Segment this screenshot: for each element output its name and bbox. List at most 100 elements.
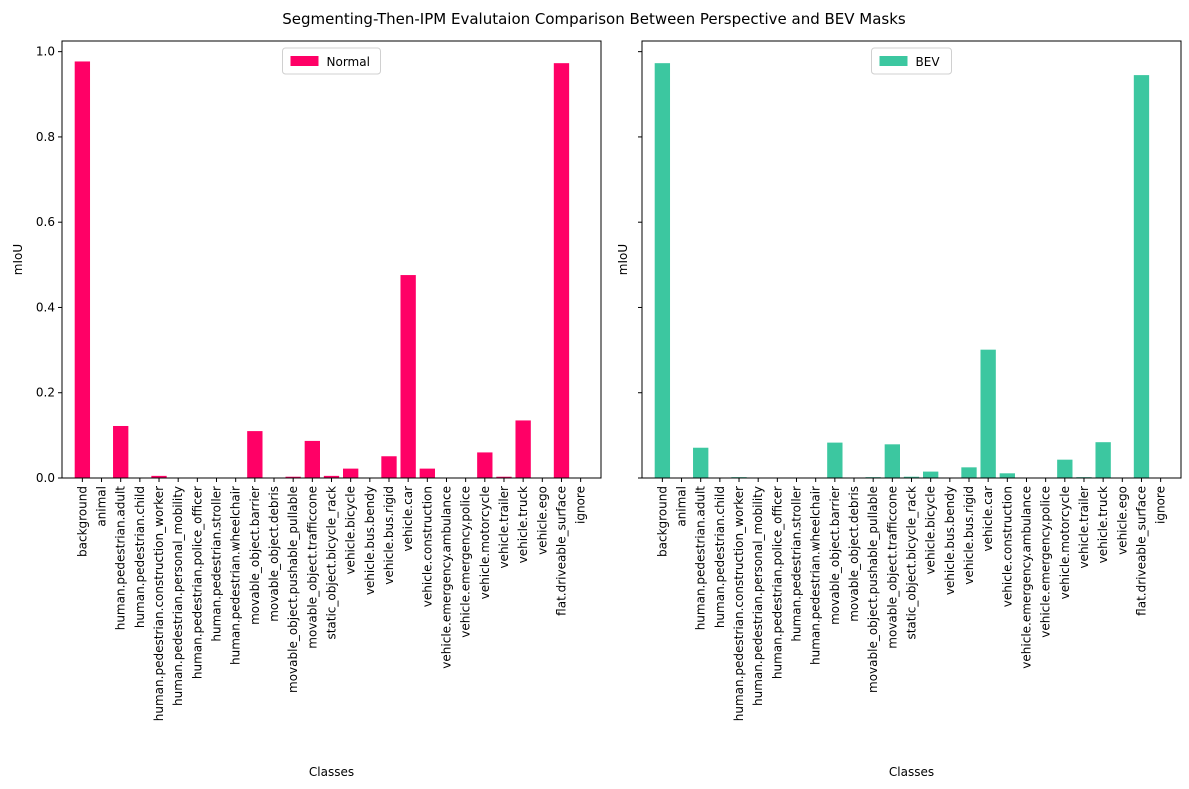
x-tick-label: animal xyxy=(95,486,109,527)
bar-human-pedestrian-adult xyxy=(693,447,709,478)
bar-vehicle-truck xyxy=(1095,442,1111,478)
bar-vehicle-motorcycle xyxy=(1057,459,1073,478)
x-axis-label: Classes xyxy=(889,765,934,779)
x-tick-label: animal xyxy=(675,486,689,527)
bar-vehicle-construction xyxy=(999,473,1015,478)
x-tick-label: vehicle.bicycle xyxy=(924,486,938,575)
x-tick-label: ignore xyxy=(1154,486,1168,524)
x-tick-label: vehicle.trailer xyxy=(497,486,511,569)
x-tick-label: movable_object.trafficcone xyxy=(305,486,319,649)
y-tick-label: 0.2 xyxy=(36,386,55,400)
right-panel-bev: background animal human.pedestrian.adult hu… xyxy=(616,40,1182,779)
bar-vehicle-construction xyxy=(419,468,435,478)
legend-box xyxy=(282,47,381,75)
x-tick-label: human.pedestrian.personal_mobility xyxy=(751,486,765,706)
chart-title: Segmenting-Then-IPM Evalutaion Compariso… xyxy=(282,10,906,28)
bar-static-object-bicycle-rack xyxy=(323,475,340,478)
bar-vehicle-car xyxy=(980,349,996,478)
x-tick-label: background xyxy=(75,486,89,557)
bar-background xyxy=(74,61,91,479)
bar-movable-object-barrier xyxy=(247,431,263,478)
y-tick-label: 1.0 xyxy=(36,45,55,59)
x-tick-label: human.pedestrian.construction_worker xyxy=(152,486,166,721)
x-tick-label: human.pedestrian.wheelchair xyxy=(809,486,823,665)
bar-flat-driveable-surface xyxy=(1133,75,1150,479)
legend-swatch xyxy=(290,56,319,66)
y-axis-label: mIoU xyxy=(616,244,630,275)
bar-human-pedestrian-construction-worker xyxy=(151,475,167,478)
y-tick-label: 0.8 xyxy=(36,130,55,144)
x-tick-label: vehicle.motorcycle xyxy=(1058,486,1072,599)
axes-frame xyxy=(61,40,602,479)
y-axis-label: mIoU xyxy=(11,244,25,275)
bar-vehicle-trailer xyxy=(496,476,512,478)
legend-box xyxy=(871,47,952,75)
bar-vehicle-bus-rigid xyxy=(381,456,397,478)
bar-vehicle-motorcycle xyxy=(477,452,493,478)
bar-static-object-bicycle-rack xyxy=(903,476,920,478)
axes-frame xyxy=(641,40,1182,479)
x-tick-label: static_object.bicycle_rack xyxy=(905,486,919,640)
x-tick-label: movable_object.debris xyxy=(847,486,861,622)
x-tick-label: human.pedestrian.adult xyxy=(694,486,708,631)
x-tick-label: vehicle.emergency.ambulance xyxy=(1019,486,1033,669)
legend: Normal xyxy=(282,47,381,75)
x-tick-label: movable_object.barrier xyxy=(828,486,842,625)
legend-label: BEV xyxy=(916,55,941,69)
x-tick-label: vehicle.trailer xyxy=(1077,486,1091,569)
x-tick-label: vehicle.truck xyxy=(1096,486,1110,563)
x-tick-label: vehicle.car xyxy=(401,486,415,552)
y-tick-label: 0.4 xyxy=(36,300,55,314)
x-tick-label: ignore xyxy=(574,486,588,524)
x-tick-label: human.pedestrian.stroller xyxy=(790,486,804,642)
x-tick-label: vehicle.ego xyxy=(1115,486,1129,555)
bar-vehicle-car xyxy=(400,275,416,478)
x-tick-label: human.pedestrian.child xyxy=(133,486,147,628)
x-tick-label: vehicle.construction xyxy=(420,486,434,607)
bar-human-pedestrian-adult xyxy=(113,425,129,478)
x-tick-label: vehicle.emergency.ambulance xyxy=(439,486,453,669)
legend: BEV xyxy=(871,47,952,75)
x-tick-label: static_object.bicycle_rack xyxy=(325,486,339,640)
bar-vehicle-bus-rigid xyxy=(961,467,977,478)
x-tick-label: human.pedestrian.police_officer xyxy=(190,486,204,679)
bar-vehicle-bicycle xyxy=(923,471,939,478)
x-tick-label: movable_object.barrier xyxy=(248,486,262,625)
bar-movable-object-trafficcone xyxy=(304,440,320,478)
y-tick-label: 0.6 xyxy=(36,215,55,229)
bar-movable-object-barrier xyxy=(827,442,843,478)
legend-swatch xyxy=(879,56,908,66)
x-tick-label: movable_object.pushable_pullable xyxy=(286,486,300,693)
x-tick-label: vehicle.motorcycle xyxy=(478,486,492,599)
x-tick-label: human.pedestrian.wheelchair xyxy=(229,486,243,665)
x-tick-label: background xyxy=(655,486,669,557)
x-tick-label: vehicle.bus.bendy xyxy=(943,486,957,595)
bar-vehicle-truck xyxy=(515,420,531,478)
x-tick-label: movable_object.pushable_pullable xyxy=(866,486,880,693)
x-tick-label: vehicle.bicycle xyxy=(344,486,358,575)
bar-movable-object-pushable-pullable xyxy=(285,476,301,478)
x-tick-label: vehicle.bus.bendy xyxy=(363,486,377,595)
x-tick-label: movable_object.debris xyxy=(267,486,281,622)
x-axis-label: Classes xyxy=(309,765,354,779)
x-tick-label: flat.driveable_surface xyxy=(554,486,568,616)
bar-vehicle-bicycle xyxy=(343,468,359,478)
x-tick-label: vehicle.ego xyxy=(535,486,549,555)
bar-background xyxy=(654,63,671,479)
x-tick-label: flat.driveable_surface xyxy=(1134,486,1148,616)
x-tick-label: vehicle.car xyxy=(981,486,995,552)
x-tick-label: vehicle.emergency.police xyxy=(459,486,473,638)
x-tick-label: vehicle.emergency.police xyxy=(1039,486,1053,638)
x-tick-label: vehicle.bus.rigid xyxy=(962,486,976,585)
x-tick-label: human.pedestrian.police_officer xyxy=(770,486,784,679)
x-tick-label: human.pedestrian.personal_mobility xyxy=(171,486,185,706)
x-tick-label: human.pedestrian.construction_worker xyxy=(732,486,746,721)
x-tick-label: movable_object.trafficcone xyxy=(885,486,899,649)
x-tick-label: human.pedestrian.child xyxy=(713,486,727,628)
bar-flat-driveable-surface xyxy=(553,63,570,479)
x-tick-label: vehicle.truck xyxy=(516,486,530,563)
x-tick-label: vehicle.bus.rigid xyxy=(382,486,396,585)
bar-movable-object-trafficcone xyxy=(884,444,900,478)
x-tick-label: human.pedestrian.adult xyxy=(114,486,128,631)
